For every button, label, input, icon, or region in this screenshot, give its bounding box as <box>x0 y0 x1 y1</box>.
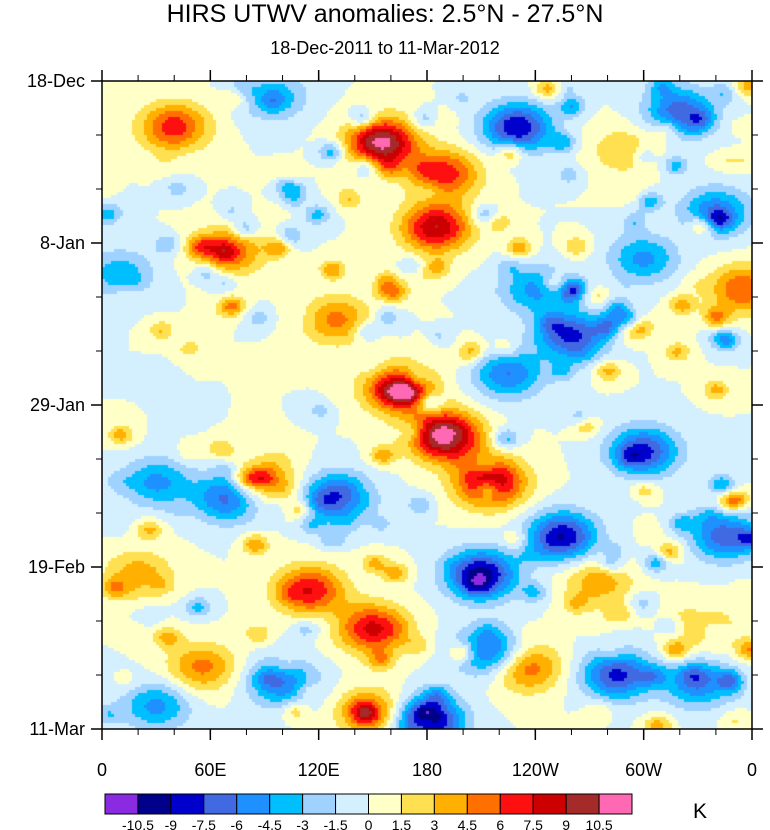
colorbar-label: -7.5 <box>192 817 216 830</box>
colorbar-swatch <box>433 793 468 815</box>
y-tick-label: 8-Jan <box>40 233 85 253</box>
colorbar-swatch <box>565 793 600 815</box>
axes: 0 60E 120E 180 120W 60W 0 18-Dec 8-Jan 29-Jan 19-F… <box>27 70 763 780</box>
colorbar-swatch <box>532 793 567 815</box>
colorbar-swatch <box>466 793 501 815</box>
colorbar-label: -3 <box>296 817 309 830</box>
y-tick-label: 11-Mar <box>29 719 85 739</box>
colorbar-label: -10.5 <box>122 817 154 830</box>
colorbar-units: K <box>693 800 707 823</box>
colorbar-swatch <box>598 793 633 815</box>
colorbar-label: -1.5 <box>324 817 348 830</box>
colorbar-swatch <box>104 793 139 815</box>
colorbar-swatch <box>302 793 337 815</box>
colorbar-label: 9 <box>562 817 570 830</box>
colorbar-swatch <box>203 793 238 815</box>
y-tick-label: 29-Jan <box>30 395 85 415</box>
colorbar-swatch <box>269 793 304 815</box>
y-tick-label: 18-Dec <box>27 71 85 91</box>
x-tick-label: 120W <box>512 760 559 780</box>
x-tick-label: 60E <box>194 760 226 780</box>
colorbar-swatch <box>236 793 271 815</box>
colorbar-label: 10.5 <box>585 817 612 830</box>
colorbar-label: 4.5 <box>458 817 478 830</box>
x-tick-label: 0 <box>97 760 107 780</box>
colorbar-label: -6 <box>231 817 244 830</box>
colorbar-label: -4.5 <box>258 817 282 830</box>
x-tick-label: 120E <box>298 760 340 780</box>
chart-title: HIRS UTWV anomalies: 2.5°N - 27.5°N <box>166 0 604 28</box>
x-tick-label: 180 <box>412 760 442 780</box>
colorbar-label: 1.5 <box>392 817 412 830</box>
colorbar-swatch <box>368 793 402 815</box>
colorbar-swatch <box>170 793 205 815</box>
colorbar-label: 0 <box>365 817 373 830</box>
colorbar-label: 3 <box>430 817 438 830</box>
x-tick-label: 60W <box>625 760 662 780</box>
colorbar-swatch <box>499 793 534 815</box>
colorbar-swatch <box>400 793 435 815</box>
colorbar-label: -9 <box>165 817 178 830</box>
colorbar-label: 6 <box>496 817 504 830</box>
colorbar-label: 7.5 <box>523 817 543 830</box>
x-tick-label: 0 <box>747 760 757 780</box>
plot-area <box>102 81 752 729</box>
colorbar-swatch <box>335 793 369 815</box>
chart-subtitle: 18-Dec-2011 to 11-Mar-2012 <box>270 38 500 58</box>
y-tick-label: 19-Feb <box>28 557 85 577</box>
heatmap-field <box>102 81 752 729</box>
colorbar: -10.5 -9 -7.5 -6 -4.5 -3 -1.5 0 1.5 3 4.5 6 7.5 9 10.5… <box>104 793 707 830</box>
colorbar-swatch <box>137 793 172 815</box>
